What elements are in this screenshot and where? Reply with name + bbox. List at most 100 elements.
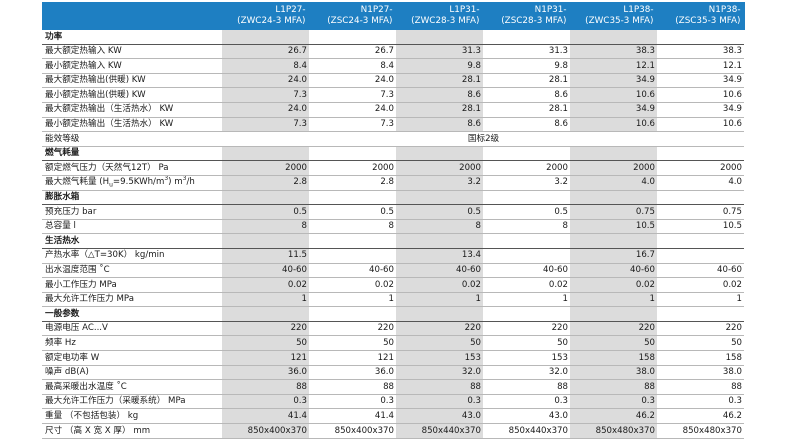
value-cell: 9.8 [396,58,483,74]
value-cell: 158 [570,350,657,366]
value-cell: 16.7 [570,248,657,264]
table-row: 最大允许工作压力（采暖系统） MPa 0.3 0.3 0.3 0.3 0.3 0.3 [42,394,744,410]
table-row: 最高采暖出水温度 ˚C 88 88 88 88 88 88 [42,379,744,395]
table-row: 电源电压 AC...V 220 220 220 220 220 220 [42,321,744,337]
value-cell: 26.7 [309,44,396,60]
value-cell: 10.5 [570,219,657,235]
value-cell: 220 [396,321,483,337]
value-cell: 50 [309,335,396,352]
value-cell [483,248,570,264]
section-header-cell [309,190,396,206]
value-cell: 220 [309,321,396,337]
value-cell: 3.2 [396,175,483,191]
section-header-cell [657,30,744,45]
value-cell: 10.6 [657,117,744,133]
value-cell: 43.0 [396,408,483,425]
value-cell: 50 [222,335,309,352]
value-cell: 121 [309,350,396,366]
value-cell: 0.5 [396,204,483,220]
value-cell: 8.6 [483,117,570,133]
value-cell: 2000 [483,160,570,176]
value-cell: 8.4 [222,58,309,74]
value-cell: 0.5 [309,204,396,220]
value-cell: 0.3 [309,394,396,410]
value-cell: 38.0 [570,365,657,381]
value-cell: 850x400x370 [309,423,396,439]
value-cell: 8 [222,219,309,235]
value-cell: 7.3 [222,87,309,103]
value-cell: 88 [570,379,657,395]
section-title: 一般参数 [42,306,222,322]
section-header-cell [309,233,396,249]
row-label: 频率 Hz [42,335,222,352]
section-title: 燃气耗量 [42,146,222,162]
section-header-cell [222,30,309,45]
value-cell: 0.3 [570,394,657,410]
row-label: 最小工作压力 MPa [42,277,222,293]
value-cell: 28.1 [483,73,570,89]
spec-table: L1P27- (ZWC24-3 MFA) N1P27- (ZSC24-3 MFA) … [42,2,745,439]
value-cell: 0.02 [309,277,396,293]
column-header: L1P31- (ZWC28-3 MFA) [396,2,484,30]
value-cell: 31.3 [396,44,483,60]
value-cell: 2000 [309,160,396,176]
row-label: 最高采暖出水温度 ˚C [42,379,222,395]
table-row: 额定电功率 W 121 121 153 153 158 158 [42,350,744,366]
value-cell: 24.0 [222,73,309,89]
header-row: L1P27- (ZWC24-3 MFA) N1P27- (ZSC24-3 MFA) … [42,2,745,30]
section-header-cell [396,190,483,206]
value-cell: 88 [222,379,309,395]
section-header-cell [483,190,570,206]
row-label: 总容量 l [42,219,222,235]
section-header-row: 燃气耗量 [42,146,744,162]
value-cell: 0.3 [657,394,744,410]
value-cell: 8 [483,219,570,235]
value-cell: 46.2 [657,408,744,425]
value-cell: 0.5 [222,204,309,220]
value-cell: 0.02 [396,277,483,293]
value-cell: 12.1 [570,58,657,74]
section-header-cell [222,233,309,249]
value-cell: 40-60 [657,263,744,279]
section-header-row: 生活热水 [42,233,744,249]
section-header-cell [657,190,744,206]
value-cell: 1 [396,292,483,308]
value-cell: 0.02 [222,277,309,293]
row-label: 最小额定热输出（生活热水） KW [42,117,222,133]
table-row: 尺寸 （高 X 宽 X 厚） mm 850x400x370 850x400x370 8… [42,423,744,439]
spanned-value-cell: 国标2级 [222,131,744,147]
table-row: 最大额定热输出（生活热水） KW 24.0 24.0 28.1 28.1 34.9 34.9 [42,102,744,118]
value-cell: 38.3 [657,44,744,60]
value-cell: 2.8 [309,175,396,191]
section-header-cell [657,306,744,322]
value-cell: 28.1 [396,102,483,118]
value-cell: 41.4 [309,408,396,425]
value-cell: 13.4 [396,248,483,264]
value-cell: 38.0 [657,365,744,381]
value-cell: 10.6 [657,87,744,103]
value-cell: 28.1 [483,102,570,118]
section-header-cell [222,306,309,322]
value-cell: 2000 [657,160,744,176]
value-cell: 10.6 [570,87,657,103]
value-cell: 0.75 [570,204,657,220]
value-cell: 24.0 [222,102,309,118]
section-header-cell [657,233,744,249]
value-cell: 43.0 [483,408,570,425]
section-header-row: 膨胀水箱 [42,190,744,206]
value-cell: 36.0 [309,365,396,381]
value-cell: 121 [222,350,309,366]
row-label: 电源电压 AC...V [42,321,222,337]
table-row: 最大额定热输出(供暖) KW 24.0 24.0 28.1 28.1 34.9 34.9 [42,73,744,89]
value-cell: 850x440x370 [396,423,483,439]
value-cell: 40-60 [396,263,483,279]
header-blank-cell [42,2,223,30]
row-label: 最小额定热输出(供暖) KW [42,87,222,103]
value-cell: 4.0 [657,175,744,191]
value-cell: 31.3 [483,44,570,60]
section-header-row: 功率 [42,30,744,45]
table-row: 产热水率（△T=30K） kg/min 11.5 13.4 16.7 [42,248,744,264]
section-header-cell [570,306,657,322]
row-label: 额定燃气压力（天然气12T） Pa [42,160,222,176]
value-cell: 8 [309,219,396,235]
